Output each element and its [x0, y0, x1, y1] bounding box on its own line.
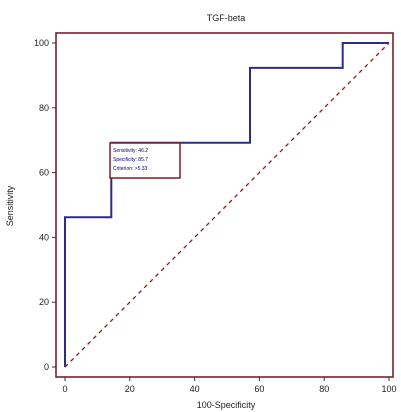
legend-line-criterion: Criterion: >5.33 — [113, 166, 148, 172]
x-tick-label: 40 — [190, 384, 200, 394]
chart-title: TGF-beta — [207, 13, 246, 23]
roc-curve-line — [64, 42, 389, 367]
y-axis: 0 20 40 60 80 100 — [34, 38, 56, 372]
y-tick-label: 80 — [39, 103, 49, 113]
y-tick-label: 20 — [39, 297, 49, 307]
legend-frame — [109, 142, 181, 179]
series-layer — [64, 42, 390, 368]
y-tick-label: 40 — [39, 232, 49, 242]
x-tick-label: 60 — [254, 384, 264, 394]
y-axis-title: Sensitivity — [5, 185, 15, 226]
y-tick-label: 0 — [44, 362, 49, 372]
legend-line-specificity: Specificity: 85.7 — [113, 157, 148, 163]
y-tick-label: 60 — [39, 168, 49, 178]
reference-diagonal-line — [64, 42, 390, 368]
y-tick-label: 100 — [34, 38, 49, 48]
x-tick-label: 20 — [125, 384, 135, 394]
plot-frame — [55, 32, 394, 378]
x-axis: 0 20 40 60 80 100 — [62, 377, 397, 394]
x-tick-label: 100 — [381, 384, 396, 394]
legend-box: Sensitivity: 46.2 Specificity: 85.7 Crit… — [109, 142, 181, 179]
legend-line-sensitivity: Sensitivity: 46.2 — [113, 148, 148, 154]
x-tick-label: 80 — [319, 384, 329, 394]
x-axis-title: 100-Specificity — [197, 400, 256, 410]
x-tick-label: 0 — [62, 384, 67, 394]
